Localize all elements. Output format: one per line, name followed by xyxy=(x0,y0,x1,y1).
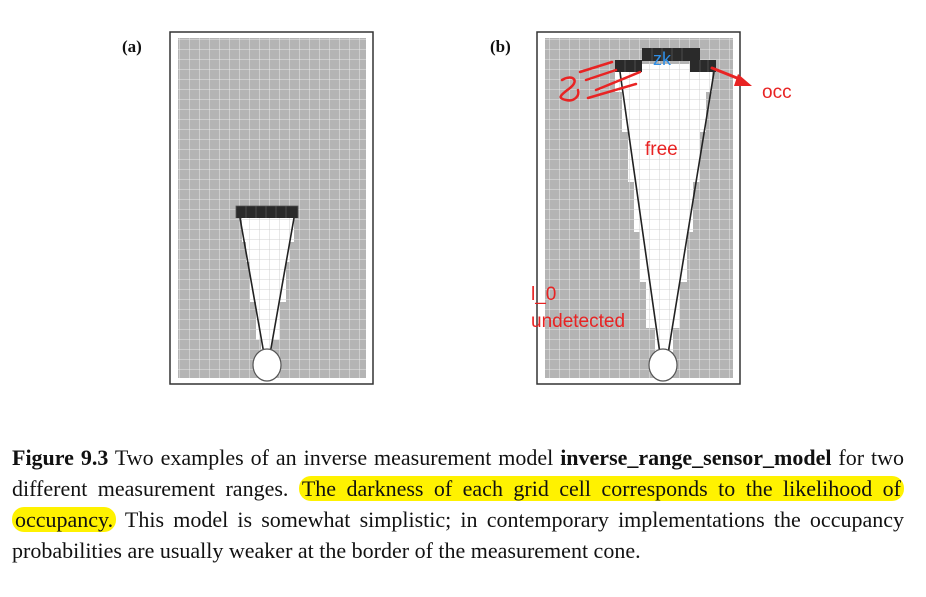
panel-a-free-cells xyxy=(242,217,294,352)
caption-text-3: This model is somewhat simplistic; in co… xyxy=(12,507,904,563)
figure: (a) (b) zk occ free l_0 undetected xyxy=(122,31,792,385)
undetected-annotation: undetected xyxy=(531,311,625,332)
panel-b-occupied-left xyxy=(615,60,642,72)
panel-a: (a) xyxy=(122,31,374,385)
panel-b-occupied-right xyxy=(690,60,716,72)
caption-bold-term: inverse_range_sensor_model xyxy=(560,445,832,470)
panel-a-cone-left xyxy=(239,217,265,355)
panel-b-occupied-center xyxy=(642,48,700,61)
panel-b: (b) zk occ free l_0 undetected xyxy=(490,31,792,385)
free-annotation: free xyxy=(645,139,678,160)
occ-arrow-head xyxy=(734,74,752,86)
panel-a-cone-right xyxy=(269,217,295,355)
caption-text-1: Two examples of an inverse measurement m… xyxy=(108,445,561,470)
panel-b-cone-left xyxy=(619,71,661,355)
panel-a-occupied-cells xyxy=(236,206,298,218)
scribble-marks xyxy=(559,60,642,102)
panel-b-robot xyxy=(648,348,678,382)
zk-annotation: zk xyxy=(653,49,672,69)
occ-annotation: occ xyxy=(762,82,792,103)
l0-annotation: l_0 xyxy=(531,284,556,305)
panel-b-label: (b) xyxy=(490,37,511,56)
figure-label: Figure 9.3 xyxy=(12,445,109,470)
caption-text-2: for two different measurement ranges. xyxy=(12,445,905,501)
panel-a-label: (a) xyxy=(122,37,142,56)
panel-b-cone-right xyxy=(667,71,715,355)
figure-caption: Figure 9.3 Two examples of an inverse me… xyxy=(12,442,904,566)
panel-a-robot xyxy=(252,348,282,382)
panel-b-free-cells xyxy=(615,64,712,352)
